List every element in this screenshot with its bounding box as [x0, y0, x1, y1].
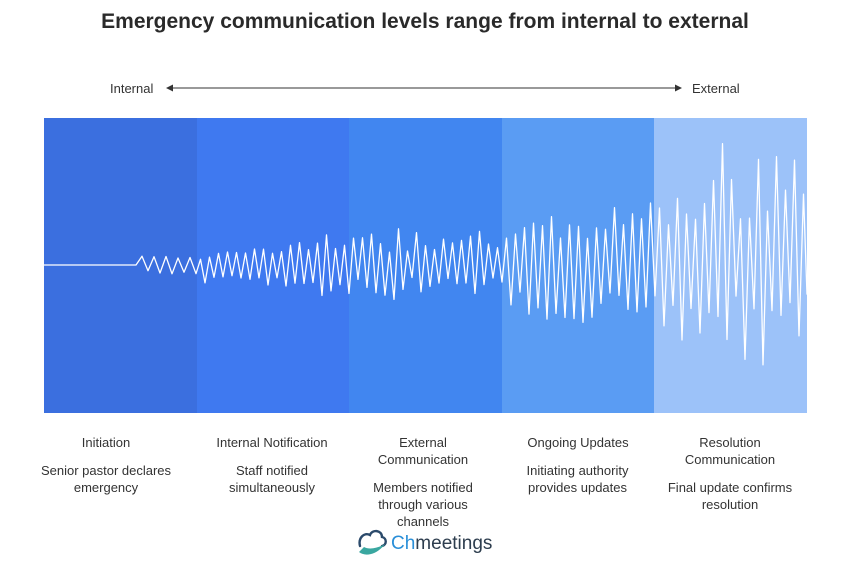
stage-name: Internal Notification — [216, 435, 328, 450]
page-title: Emergency communication levels range fro… — [101, 10, 749, 33]
stage-name: External Communication — [377, 435, 469, 467]
stage-description: Members notified through various channel… — [373, 480, 473, 529]
stage-description: Final update confirms resolution — [667, 480, 793, 512]
axis-label-external: External — [692, 81, 740, 96]
stage-name: Initiation — [81, 435, 131, 450]
band-resolution-communication — [654, 118, 807, 413]
chmeetings-logo: Chmeetings — [355, 524, 515, 560]
stage-ongoing-updates: Ongoing Updates Initiating authority pro… — [502, 434, 654, 496]
stage-initiation: Initiation Senior pastor declares emerge… — [30, 434, 182, 496]
band-external-communication — [349, 118, 502, 413]
signal-waveform — [44, 143, 807, 366]
band-ongoing-updates — [502, 118, 654, 413]
band-internal-notification — [197, 118, 349, 413]
double-arrow-icon — [166, 84, 682, 92]
stage-internal-notification: Internal Notification Staff notified sim… — [196, 434, 348, 496]
stage-description: Staff notified simultaneously — [229, 463, 315, 495]
signal-bands — [44, 118, 807, 413]
stage-name: Resolution Communication — [684, 435, 776, 467]
axis-label-internal: Internal — [110, 81, 154, 96]
stage-name: Ongoing Updates — [527, 435, 629, 450]
logo-icon — [358, 529, 387, 555]
stage-resolution-communication: Resolution Communication Final update co… — [654, 434, 806, 513]
logo-text: Chmeetings — [391, 533, 493, 554]
stage-description: Initiating authority provides updates — [526, 463, 629, 495]
stage-external-communication: External Communication Members notified … — [348, 434, 498, 530]
stage-description: Senior pastor declares emergency — [40, 463, 172, 495]
